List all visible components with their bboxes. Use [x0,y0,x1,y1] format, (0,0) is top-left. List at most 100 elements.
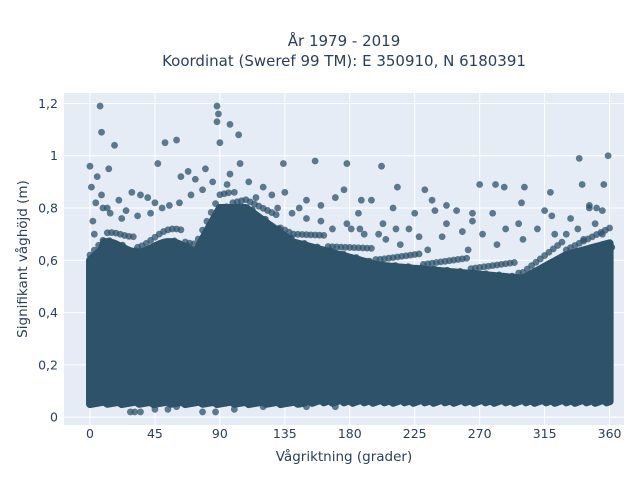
data-point [534,225,541,233]
data-point [518,199,525,207]
data-point [394,183,401,191]
data-point [567,215,574,222]
edge-point [296,244,304,251]
data-point [500,183,508,191]
data-point [173,403,180,411]
data-point [424,246,432,254]
edge-point [415,250,423,258]
data-point [202,165,209,173]
data-point [405,225,413,233]
edge-point [175,241,183,249]
data-point [187,191,195,199]
data-point [575,154,583,162]
data-point [89,217,97,225]
data-point [191,175,199,183]
edge-point [214,213,222,221]
data-point [212,408,219,416]
edge-point [606,224,613,232]
data-point [111,141,118,149]
data-point [252,194,260,201]
edge-point [95,241,103,249]
data-point [126,408,134,416]
data-point [357,196,365,204]
data-point [469,209,476,217]
edge-point [266,221,274,229]
edge-point [517,278,525,286]
data-point [96,102,104,110]
data-point [184,168,192,175]
data-point [147,209,154,217]
x-tick-label: 270 [468,426,492,441]
data-point [99,204,107,212]
data-point [343,160,351,167]
data-point [479,230,486,238]
data-point [421,186,429,194]
edge-point [88,260,96,268]
data-point [343,220,351,228]
y-tick-label: 1 [50,148,58,163]
data-point [303,196,310,204]
data-point [259,183,267,191]
data-point [453,207,460,215]
data-point [546,188,554,196]
data-point [118,215,126,222]
data-point [158,204,166,212]
data-point [122,207,130,215]
edge-point [207,209,215,216]
data-point [199,186,206,194]
data-point [303,215,310,222]
edge-point [543,267,551,275]
data-point [375,230,383,238]
data-point [93,173,101,181]
edge-point [558,238,566,246]
edge-point [129,233,137,241]
data-point [165,202,173,209]
edge-point [595,247,603,255]
data-point [268,191,276,199]
edge-point [199,226,206,234]
data-point [311,157,319,165]
data-point [173,136,180,144]
edge-point [361,261,369,269]
edge-point [504,277,512,285]
data-point [431,207,439,215]
data-point [476,181,484,188]
edge-point [253,212,261,220]
data-point [144,194,152,201]
data-point [379,220,387,228]
x-tick-label: 135 [273,426,297,441]
edge-point [203,217,211,225]
data-point [368,196,375,204]
data-point [438,233,446,241]
data-point [151,199,159,207]
data-point [137,191,144,199]
data-point [392,225,400,233]
data-point [593,204,600,212]
data-point [329,225,336,233]
y-tick-label: 0 [50,410,58,425]
data-point [519,235,527,243]
edge-point [225,189,232,197]
data-point [88,183,95,191]
edge-point [177,226,185,234]
data-point [176,199,183,207]
data-point [295,204,303,212]
edge-point [196,242,204,250]
x-tick-label: 315 [533,426,557,441]
data-point [458,228,466,235]
edge-point [478,275,486,283]
data-point [378,162,385,170]
x-tick-label: 0 [86,426,94,441]
chart-title-line2: Koordinat (Sweref 99 TM): E 350910, N 61… [162,52,526,70]
edge-point [153,247,161,254]
data-point [216,139,224,147]
data-point [443,202,450,209]
data-point [86,162,94,170]
data-point [223,181,231,188]
data-point [580,235,587,243]
x-tick-label: 360 [598,426,622,441]
data-point [331,403,339,411]
edge-point [101,249,109,256]
edge-point [556,260,564,268]
edge-point [400,268,408,275]
